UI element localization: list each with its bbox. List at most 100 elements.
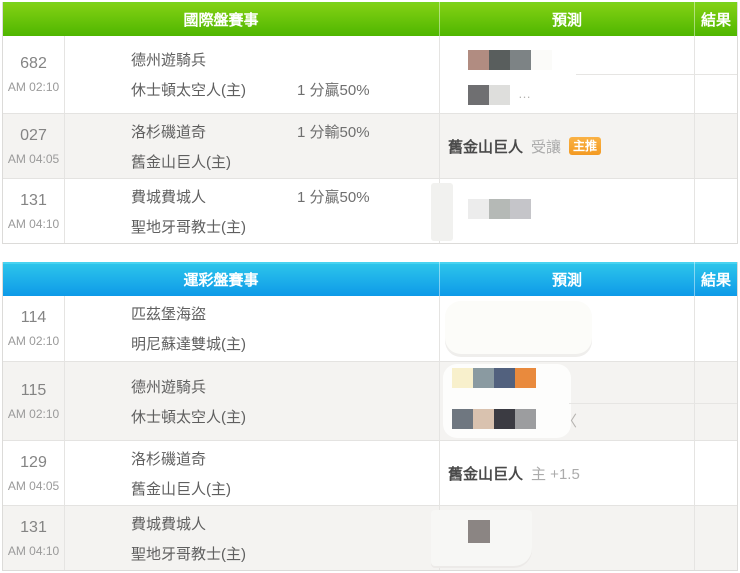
away-team-line: 洛杉磯道奇 1 分輸50% bbox=[131, 121, 439, 142]
game-number: 129 bbox=[20, 453, 47, 471]
sports-lottery-odds-table: 運彩盤賽事 預測 結果 114 AM 02:10 匹茲堡海盜 明尼蘇達雙城(主) bbox=[2, 262, 738, 571]
game-id-cell: 129 AM 04:05 bbox=[3, 441, 65, 505]
home-team-name: 聖地牙哥教士(主) bbox=[131, 545, 246, 563]
game-time: AM 02:10 bbox=[7, 334, 60, 348]
censored-prediction-blob: … bbox=[443, 42, 576, 106]
game-number: 131 bbox=[20, 191, 47, 209]
game-time: AM 04:05 bbox=[7, 478, 60, 493]
pick-note: 受讓 bbox=[531, 138, 562, 156]
censor-mosaic bbox=[468, 199, 531, 219]
away-team-line: 德州遊騎兵 bbox=[131, 376, 439, 397]
prediction-pick: 舊金山巨人 主 +1.5 bbox=[440, 463, 580, 484]
result-cell bbox=[694, 441, 737, 505]
main-pick-badge: 主推 bbox=[569, 136, 602, 156]
prediction-cell: 舊金山巨人 受讓 主推 bbox=[439, 114, 694, 178]
censor-mosaic bbox=[468, 520, 490, 543]
home-team-line: 休士頓太空人(主) bbox=[131, 406, 439, 427]
table-row-game-131-intl: 131 AM 04:10 費城費城人 1 分贏50% 聖地牙哥教士(主) bbox=[3, 178, 737, 243]
matchup-cell: 洛杉磯道奇 舊金山巨人(主) bbox=[65, 441, 439, 505]
censor-mosaic bbox=[443, 42, 576, 105]
international-odds-table: 國際盤賽事 預測 結果 682 AM 02:10 德州遊騎兵 休士頓太空人(主)… bbox=[2, 2, 738, 244]
column-header-result: 結果 bbox=[694, 262, 737, 296]
away-team-line: 洛杉磯道奇 bbox=[131, 448, 439, 469]
table-row-game-682: 682 AM 02:10 德州遊騎兵 休士頓太空人(主) 1 分贏50% … bbox=[3, 36, 737, 113]
censored-prediction-blob bbox=[431, 183, 453, 241]
away-team-name: 德州遊騎兵 bbox=[131, 378, 207, 396]
result-cell bbox=[694, 179, 737, 243]
home-team-line: 舊金山巨人(主) bbox=[131, 478, 439, 499]
table-row-game-129: 129 AM 04:05 洛杉磯道奇 舊金山巨人(主) 舊金山巨人 主 +1.5 bbox=[3, 440, 737, 505]
away-team-name: 洛杉磯道奇 bbox=[131, 450, 207, 468]
away-team-name: 匹茲堡海盜 bbox=[131, 306, 207, 323]
game-number: 682 bbox=[20, 55, 47, 72]
prediction-cell: 舊金山巨人 主 +1.5 bbox=[439, 441, 694, 505]
home-team-name: 舊金山巨人(主) bbox=[131, 480, 231, 498]
home-team-name: 休士頓太空人(主) bbox=[131, 82, 246, 99]
home-team-name: 休士頓太空人(主) bbox=[131, 408, 246, 426]
game-id-cell: 131 AM 04:10 bbox=[3, 506, 65, 570]
home-team-name: 明尼蘇達雙城(主) bbox=[131, 336, 246, 353]
away-team-line: 費城費城人 1 分贏50% bbox=[131, 186, 439, 207]
column-header-prediction: 預測 bbox=[439, 2, 694, 36]
game-id-cell: 682 AM 02:10 bbox=[3, 36, 65, 113]
game-id-cell: 027 AM 04:05 bbox=[3, 114, 65, 178]
prediction-cell: … bbox=[439, 36, 694, 113]
home-team-line: 休士頓太空人(主) 1 分贏50% bbox=[131, 79, 439, 100]
matchup-cell: 德州遊騎兵 休士頓太空人(主) bbox=[65, 362, 439, 440]
game-number: 115 bbox=[20, 381, 47, 399]
odds-note: 1 分贏50% bbox=[297, 82, 370, 99]
game-time: AM 04:10 bbox=[7, 216, 60, 231]
subrow-divider bbox=[569, 403, 737, 404]
result-cell bbox=[694, 114, 737, 178]
home-team-name: 舊金山巨人(主) bbox=[131, 153, 231, 171]
prediction-cell: 〈 bbox=[439, 362, 694, 440]
result-cell bbox=[694, 362, 737, 440]
away-team-name: 洛杉磯道奇 bbox=[131, 123, 207, 141]
sports-lottery-table-header: 運彩盤賽事 預測 結果 bbox=[3, 262, 737, 296]
table-row-game-131-lottery: 131 AM 04:10 費城費城人 聖地牙哥教士(主) bbox=[3, 505, 737, 570]
away-team-name: 費城費城人 bbox=[131, 515, 207, 533]
table-row-game-114: 114 AM 02:10 匹茲堡海盜 明尼蘇達雙城(主) bbox=[3, 296, 737, 361]
table-row-game-115: 115 AM 02:10 德州遊騎兵 休士頓太空人(主) 〈 bbox=[3, 361, 737, 440]
column-header-event: 國際盤賽事 bbox=[183, 11, 259, 29]
matchup-cell: 費城費城人 聖地牙哥教士(主) bbox=[65, 506, 439, 570]
censor-mosaic bbox=[443, 364, 571, 429]
prediction-pick: 舊金山巨人 受讓 主推 bbox=[440, 136, 602, 157]
game-time: AM 04:05 bbox=[7, 151, 60, 166]
table-row-game-027: 027 AM 04:05 洛杉磯道奇 1 分輸50% 舊金山巨人(主) 舊金山巨… bbox=[3, 113, 737, 178]
prediction-cell bbox=[439, 296, 694, 361]
game-id-cell: 114 AM 02:10 bbox=[3, 296, 65, 361]
international-table-header: 國際盤賽事 預測 結果 bbox=[3, 2, 737, 36]
away-team-line: 德州遊騎兵 bbox=[131, 49, 439, 70]
censored-prediction-blob bbox=[445, 301, 592, 354]
home-team-line: 聖地牙哥教士(主) bbox=[131, 543, 439, 564]
picked-team-name: 舊金山巨人 bbox=[448, 138, 524, 156]
away-team-line: 匹茲堡海盜 bbox=[131, 303, 439, 324]
matchup-cell: 費城費城人 1 分贏50% 聖地牙哥教士(主) bbox=[65, 179, 439, 243]
game-number: 131 bbox=[20, 518, 47, 536]
game-id-cell: 115 AM 02:10 bbox=[3, 362, 65, 440]
picked-team-name: 舊金山巨人 bbox=[448, 465, 524, 483]
game-number: 114 bbox=[20, 309, 47, 326]
odds-note: 1 分贏50% bbox=[297, 188, 370, 206]
result-cell bbox=[694, 296, 737, 361]
game-time: AM 04:10 bbox=[7, 543, 60, 558]
column-header-result: 結果 bbox=[694, 2, 737, 36]
away-team-line: 費城費城人 bbox=[131, 513, 439, 534]
matchup-cell: 德州遊騎兵 休士頓太空人(主) 1 分贏50% bbox=[65, 36, 439, 113]
game-time: AM 02:10 bbox=[7, 406, 60, 421]
away-team-name: 費城費城人 bbox=[131, 188, 207, 206]
censored-prediction-blob bbox=[443, 364, 571, 438]
prediction-cell bbox=[431, 179, 694, 243]
censor-angle-mark: 〈 bbox=[562, 413, 578, 430]
odds-note: 1 分輸50% bbox=[297, 123, 370, 141]
home-team-line: 聖地牙哥教士(主) bbox=[131, 216, 439, 237]
matchup-cell: 洛杉磯道奇 1 分輸50% 舊金山巨人(主) bbox=[65, 114, 439, 178]
pick-note: 主 +1.5 bbox=[531, 465, 580, 483]
game-id-cell: 131 AM 04:10 bbox=[3, 179, 65, 243]
matchup-cell: 匹茲堡海盜 明尼蘇達雙城(主) bbox=[65, 296, 439, 361]
home-team-line: 明尼蘇達雙城(主) bbox=[131, 333, 439, 354]
column-header-prediction: 預測 bbox=[439, 262, 694, 296]
subrow-divider bbox=[576, 74, 737, 75]
